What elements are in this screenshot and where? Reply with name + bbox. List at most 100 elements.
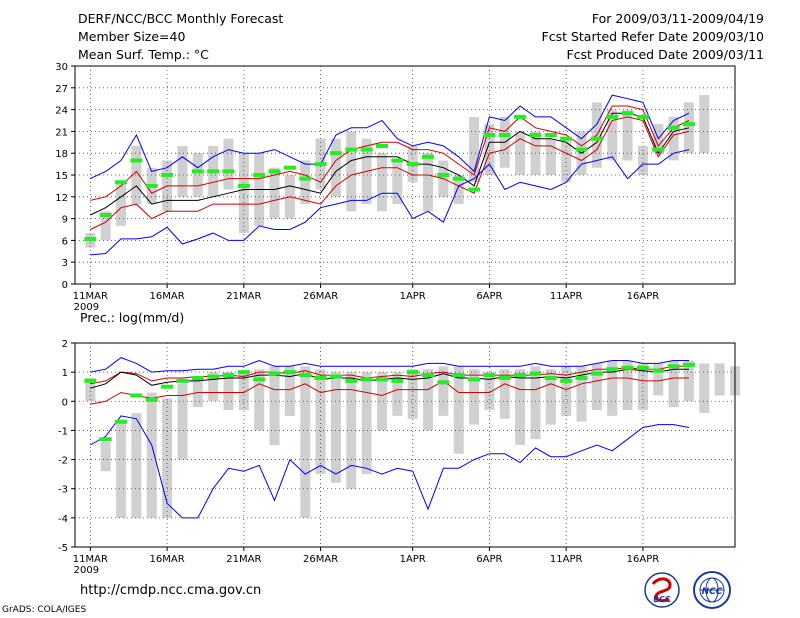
temperature-observed-mark — [514, 114, 527, 119]
precipitation-observed-mark — [498, 375, 511, 380]
precipitation-observed-mark — [329, 374, 342, 379]
temperature-observed-mark — [437, 173, 450, 177]
precipitation-observed-mark — [422, 373, 435, 378]
precipitation-range-bar — [284, 366, 295, 416]
precipitation-series-upper — [90, 365, 689, 385]
precipitation-observed-mark — [606, 367, 619, 372]
precipitation-range-bar — [392, 372, 403, 416]
precipitation-range-bar — [668, 360, 679, 408]
precipitation-ytick-label: -4 — [58, 514, 68, 525]
precipitation-observed-mark — [222, 373, 235, 378]
precipitation-ytick-label: 1 — [62, 368, 68, 379]
precipitation-observed-mark — [130, 393, 143, 398]
precipitation-xtick-label: 26MAR — [303, 554, 338, 565]
precipitation-variable-label: Prec.: log(mm/d) — [80, 310, 184, 325]
precipitation-xtick-label: 16MAR — [150, 554, 185, 565]
temperature-observed-mark — [391, 158, 404, 163]
temperature-range-bar — [469, 116, 480, 183]
temperature-range-bar — [376, 153, 387, 212]
precipitation-series-min — [90, 415, 690, 519]
temperature-observed-mark — [606, 114, 619, 119]
precipitation-observed-mark — [468, 377, 481, 382]
precipitation-xtick-label: 21MAR — [226, 554, 261, 565]
temperature-observed-mark — [191, 169, 204, 174]
precipitation-ytick-label: -3 — [58, 485, 68, 496]
precipitation-range-bar — [530, 366, 541, 440]
precipitation-ytick-label: -1 — [58, 426, 68, 437]
precipitation-observed-mark — [176, 378, 189, 383]
precipitation-series-max — [90, 357, 689, 373]
temperature-range-bar — [330, 138, 341, 197]
precipitation-observed-mark — [560, 378, 573, 383]
temperature-observed-mark — [130, 158, 143, 163]
temperature-observed-mark — [299, 176, 312, 181]
precipitation-range-bar — [100, 442, 111, 472]
temperature-observed-mark — [498, 133, 511, 138]
temperature-observed-mark — [161, 173, 174, 177]
precipitation-observed-mark — [237, 370, 250, 375]
temperature-variable-label: Mean Surf. Temp.: °C — [78, 47, 209, 62]
precipitation-observed-mark — [84, 378, 97, 383]
precipitation-range-bar — [469, 369, 480, 425]
temperature-observed-mark — [544, 133, 557, 138]
precipitation-range-bar — [116, 421, 127, 518]
temperature-range-bar — [300, 160, 311, 205]
temperature-observed-mark — [329, 151, 342, 156]
precipitation-range-bar — [591, 363, 602, 411]
temperature-observed-mark — [667, 125, 680, 130]
temperature-range-bar — [484, 124, 495, 175]
temperature-series-lower — [90, 116, 690, 230]
precipitation-observed-mark — [682, 362, 695, 367]
precipitation-ytick-label: -5 — [58, 543, 68, 554]
precipitation-observed-mark — [207, 374, 220, 379]
temperature-observed-mark — [422, 154, 435, 159]
precipitation-observed-mark — [667, 364, 680, 369]
temperature-observed-mark — [268, 169, 281, 174]
precipitation-xtick-label: 11MAR — [73, 554, 108, 565]
temperature-ytick-label: 6 — [62, 236, 68, 247]
temperature-range-bar — [100, 211, 111, 241]
temperature-observed-mark — [345, 147, 358, 152]
temperature-observed-mark — [406, 162, 419, 167]
temperature-ytick-label: 30 — [55, 62, 68, 73]
precipitation-observed-mark — [314, 375, 327, 380]
temperature-xtick-label: 16MAR — [150, 291, 185, 302]
temperature-range-bar — [392, 160, 403, 205]
temperature-series-min — [90, 149, 690, 256]
temperature-range-bar — [545, 138, 556, 175]
temperature-range-bar — [177, 145, 188, 197]
temperature-range-bar — [223, 138, 234, 190]
temperature-observed-mark — [314, 162, 327, 167]
precipitation-observed-mark — [299, 373, 312, 378]
precipitation-observed-mark — [529, 371, 542, 376]
temperature-xtick-label: 26MAR — [303, 291, 338, 302]
temperature-ytick-label: 18 — [55, 149, 68, 160]
precipitation-range-bar — [683, 360, 694, 402]
precipitation-observed-mark — [191, 375, 204, 380]
precipitation-observed-mark — [483, 373, 496, 378]
precipitation-xtick-label: 16APR — [627, 554, 660, 565]
temperature-ytick-label: 12 — [55, 193, 68, 204]
precipitation-observed-mark — [253, 377, 266, 382]
website-url[interactable]: http://cmdp.ncc.cma.gov.cn — [80, 583, 262, 598]
temperature-observed-mark — [452, 176, 465, 181]
temperature-xtick-label: 6APR — [476, 291, 502, 302]
precipitation-range-bar — [376, 372, 387, 431]
temperature-xtick-label: 11APR — [550, 291, 583, 302]
temperature-ytick-label: 27 — [55, 84, 68, 95]
temperature-xtick-label: 11MAR — [73, 291, 108, 302]
precipitation-range-bar — [407, 369, 418, 419]
precipitation-observed-mark — [161, 384, 174, 389]
temperature-observed-mark — [253, 173, 266, 177]
precipitation-observed-mark — [145, 397, 158, 402]
temperature-range-bar — [192, 153, 203, 197]
temperature-range-bar — [423, 153, 434, 212]
precipitation-range-bar — [499, 369, 510, 419]
precipitation-range-bar — [622, 360, 633, 411]
temperature-range-bar — [561, 138, 572, 183]
precipitation-range-bar — [714, 363, 725, 396]
temperature-observed-mark — [237, 183, 250, 188]
precipitation-series-mean — [90, 368, 689, 389]
